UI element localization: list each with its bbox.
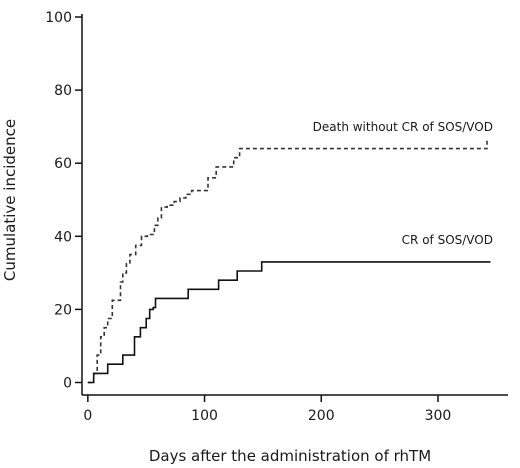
y-tick-label: 60: [54, 156, 72, 172]
x-tick-label: 100: [191, 408, 218, 424]
y-tick-label: 0: [63, 376, 72, 392]
x-axis-title: Days after the administration of rhTM: [149, 447, 431, 465]
x-axis-ticks: 0 100 200 300: [83, 395, 451, 424]
series-line-cr: [87, 261, 491, 384]
x-tick-label: 0: [83, 408, 92, 424]
y-axis-ticks: 0 20 40 60 80 100: [45, 10, 82, 392]
series-label-death-without-cr: Death without CR of SOS/VOD: [313, 120, 493, 134]
series-layer: [87, 139, 491, 384]
y-tick-label: 40: [54, 229, 72, 245]
series-label-cr: CR of SOS/VOD: [402, 233, 493, 247]
x-tick-label: 200: [308, 408, 335, 424]
x-tick-label: 300: [425, 408, 452, 424]
y-tick-label: 20: [54, 302, 72, 318]
series-line-death-without-cr: [87, 139, 488, 384]
y-tick-label: 80: [54, 83, 72, 99]
y-tick-label: 100: [45, 10, 72, 26]
y-axis-title: Cumulative incidence: [1, 119, 19, 281]
